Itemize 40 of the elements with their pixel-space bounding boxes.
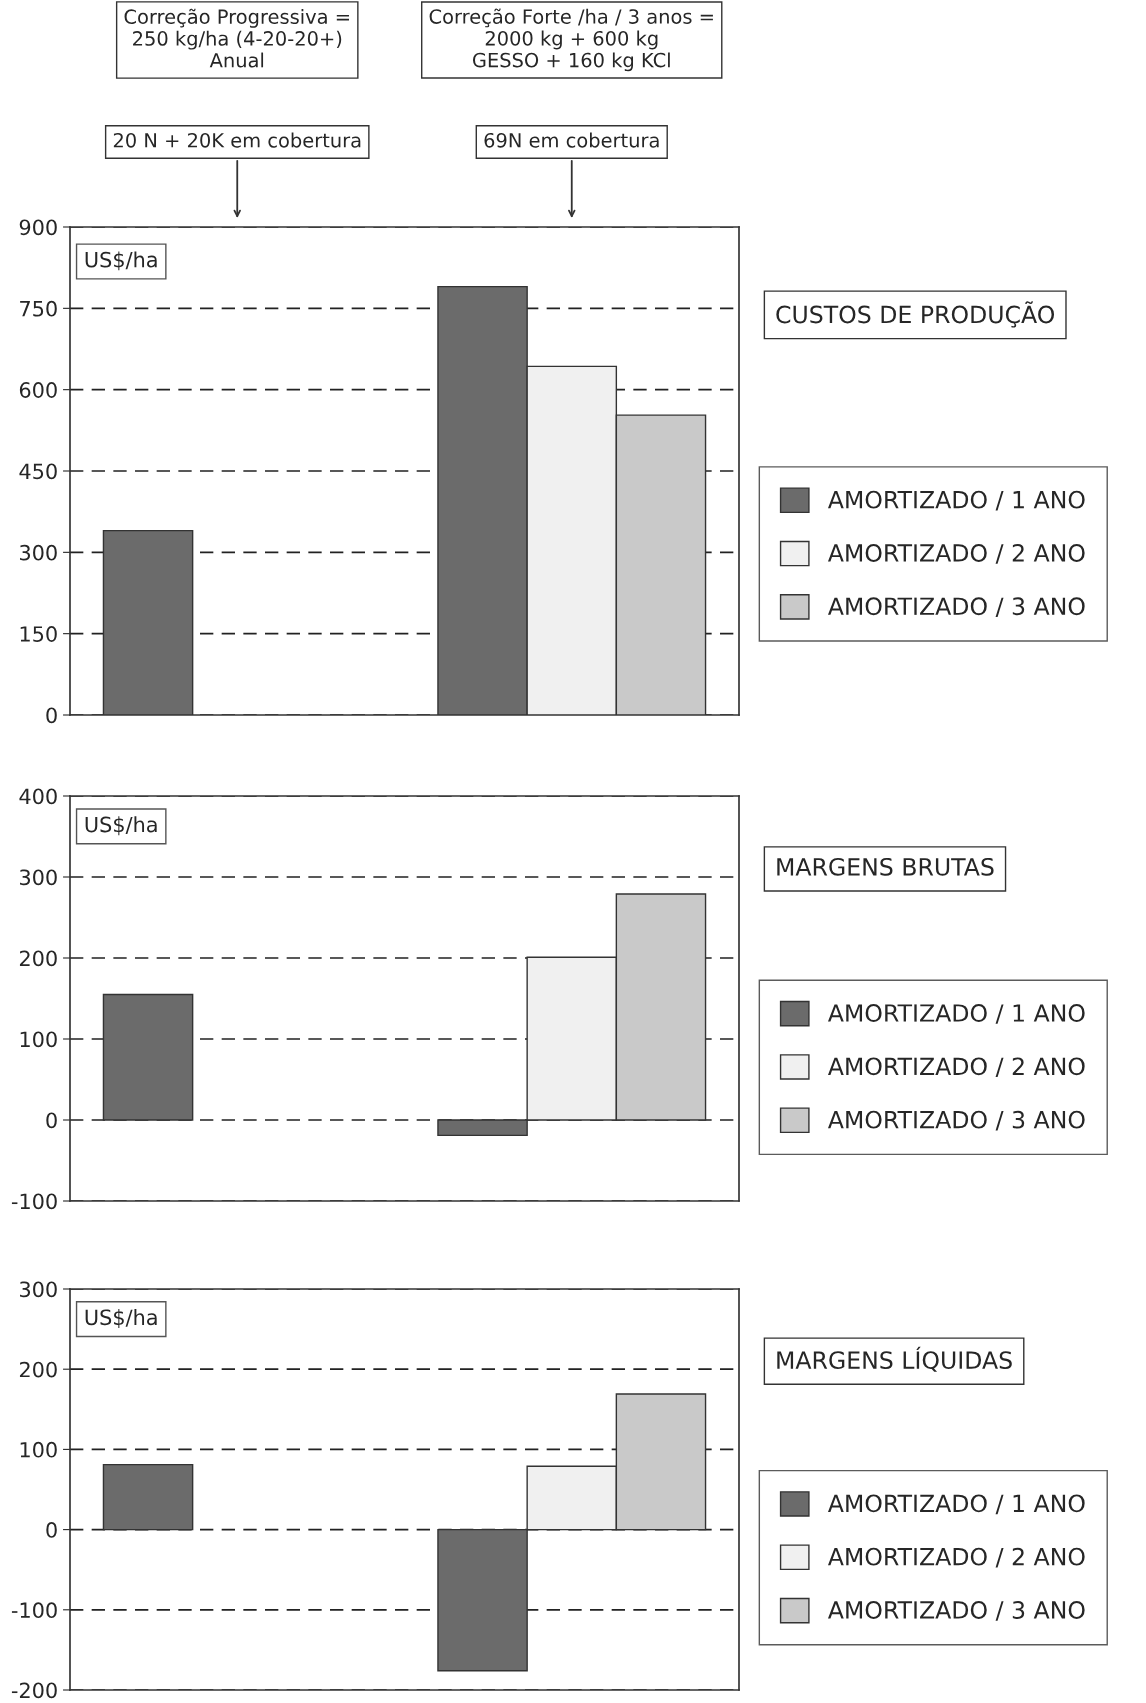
legend-label: AMORTIZADO / 3 ANO xyxy=(827,597,1085,618)
y-tick-label: -100 xyxy=(11,1602,57,1619)
legend-label: AMORTIZADO / 3 ANO xyxy=(827,1110,1085,1131)
y-axis-title: US$/ha xyxy=(85,816,157,836)
legend-label: AMORTIZADO / 3 ANO xyxy=(827,1601,1085,1621)
y-tick-label: 900 xyxy=(19,219,57,236)
legend-label: AMORTIZADO / 1 ANO xyxy=(827,490,1085,511)
y-tick-label: 200 xyxy=(19,1361,57,1378)
bar xyxy=(102,993,194,1121)
text: MARGENS BRUTAS xyxy=(777,857,994,876)
y-tick-label: 600 xyxy=(19,382,57,398)
y-tick-label: 100 xyxy=(20,1031,57,1048)
text: MARGENS LÍQUIDAS xyxy=(777,1346,1012,1372)
legend-label: AMORTIZADO / 1 ANO xyxy=(827,1004,1085,1024)
y-tick-label: 0 xyxy=(46,707,57,724)
y-tick-label: 0 xyxy=(46,1522,57,1538)
text: Correção Progressiva = 250 kg/ha (4-20-20+) Anual xyxy=(124,8,349,68)
text: 69N em cobertura xyxy=(484,132,659,148)
text: 20 N + 20K em cobertura xyxy=(113,132,361,148)
y-tick-label: 0 xyxy=(46,1112,57,1129)
legend-label: AMORTIZADO / 2 ANO xyxy=(827,1057,1085,1078)
y-tick-label: 450 xyxy=(19,463,57,480)
y-tick-label: 300 xyxy=(20,869,57,886)
bar xyxy=(102,1463,194,1531)
text: CUSTOS DE PRODUÇÃO xyxy=(776,301,1055,328)
y-tick-label: 750 xyxy=(20,300,57,317)
y-tick-label: 300 xyxy=(20,544,57,561)
legend-label: AMORTIZADO / 1 ANO xyxy=(827,1494,1085,1515)
y-tick-label: -200 xyxy=(11,1682,57,1699)
legend-label: AMORTIZADO / 2 ANO xyxy=(827,544,1085,564)
legend-label: AMORTIZADO / 2 ANO xyxy=(827,1547,1085,1568)
y-axis-title: US$/ha xyxy=(85,251,157,271)
y-tick-label: 150 xyxy=(20,626,57,642)
y-tick-label: 100 xyxy=(20,1441,57,1458)
y-tick-label: 200 xyxy=(19,950,57,967)
y-axis-title: US$/ha xyxy=(85,1309,157,1328)
y-tick-label: 300 xyxy=(20,1281,57,1298)
text: Correção Forte /ha / 3 anos = 2000 kg + 600 kg GESSO + 160 kg KCl xyxy=(429,8,713,72)
y-tick-label: -100 xyxy=(11,1193,57,1210)
y-tick-label: 400 xyxy=(19,788,57,805)
